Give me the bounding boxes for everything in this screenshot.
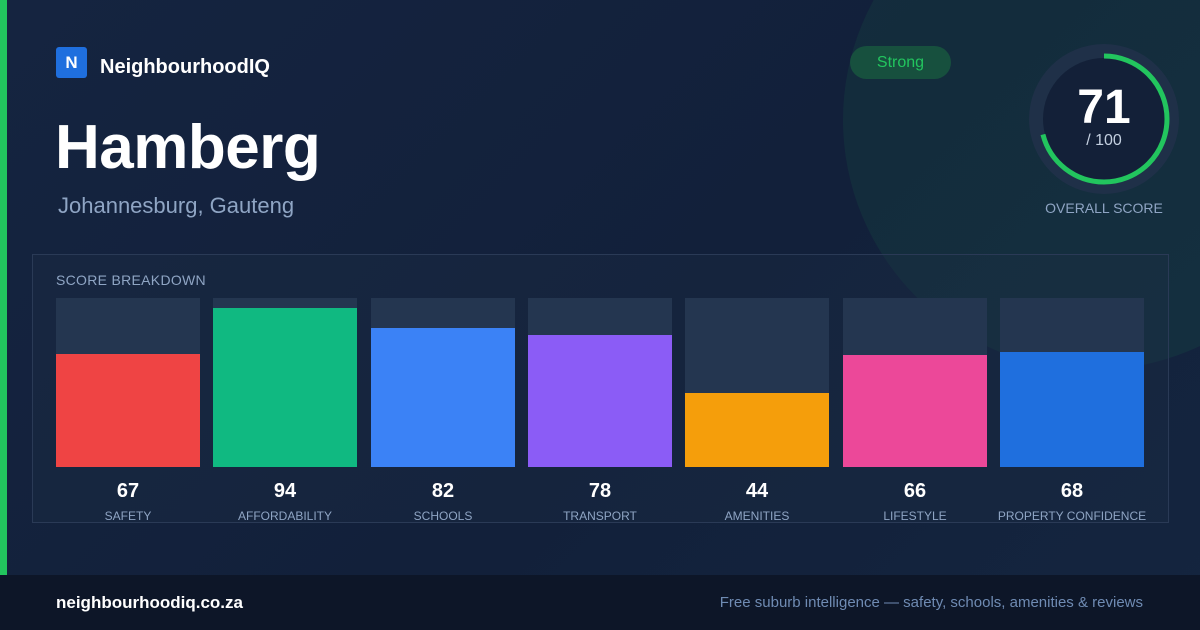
- bar-label-lifestyle: LIFESTYLE: [883, 509, 947, 523]
- bar-label-transport: TRANSPORT: [563, 509, 637, 523]
- bar-label-schools: SCHOOLS: [413, 509, 473, 523]
- bar-track-transport: [528, 298, 672, 467]
- score-breakdown-title: SCORE BREAKDOWN: [56, 272, 206, 288]
- bar-value-amenities: 44: [745, 480, 769, 502]
- brand: N NeighbourhoodIQ: [56, 46, 270, 79]
- footer: neighbourhoodiq.co.za Free suburb intell…: [0, 575, 1200, 630]
- score-ring-inner: [1043, 58, 1165, 180]
- accent-bar: [0, 0, 7, 575]
- bar-safety: [56, 354, 200, 467]
- overall-score-label: OVERALL SCORE: [1045, 200, 1163, 216]
- bar-affordability: [213, 308, 357, 467]
- overall-score-max: / 100: [1086, 132, 1122, 149]
- bar-label-amenities: AMENITIES: [724, 509, 790, 523]
- overall-score-ring: [1029, 44, 1179, 194]
- bar-label-affordability: AFFORDABILITY: [237, 509, 332, 523]
- brand-name: NeighbourhoodIQ: [100, 56, 270, 78]
- bar-value-lifestyle: 66: [903, 480, 927, 502]
- bar-transport: [528, 335, 672, 467]
- bar-value-safety: 67: [116, 480, 140, 502]
- overall-score-value: 71: [1077, 81, 1131, 134]
- bar-track-property-confidence: [1000, 298, 1144, 467]
- bar-track-safety: [56, 298, 200, 467]
- bar-label-property-confidence: PROPERTY CONFIDENCE: [997, 509, 1147, 523]
- bar-label-safety: SAFETY: [104, 509, 152, 523]
- suburb-title: Hamberg: [55, 113, 321, 182]
- bar-value-property-confidence: 68: [1060, 480, 1084, 502]
- bar-value-transport: 78: [588, 480, 612, 502]
- footer-tagline: Free suburb intelligence — safety, schoo…: [719, 594, 1143, 611]
- bar-lifestyle: [843, 355, 987, 467]
- suburb-location: Johannesburg, Gauteng: [58, 193, 295, 218]
- bar-track-lifestyle: [843, 298, 987, 467]
- bar-track-schools: [371, 298, 515, 467]
- score-ring-arc: [1038, 53, 1170, 185]
- rating-badge: Strong: [850, 46, 951, 79]
- bar-value-affordability: 94: [273, 480, 297, 502]
- bar-schools: [371, 328, 515, 467]
- bar-track-amenities: [685, 298, 829, 467]
- footer-url: neighbourhoodiq.co.za: [56, 593, 243, 612]
- bar-track-affordability: [213, 298, 357, 467]
- brand-logo-icon: N: [56, 47, 87, 78]
- bar-property-confidence: [1000, 352, 1144, 467]
- bar-amenities: [685, 393, 829, 467]
- bar-value-schools: 82: [431, 480, 455, 502]
